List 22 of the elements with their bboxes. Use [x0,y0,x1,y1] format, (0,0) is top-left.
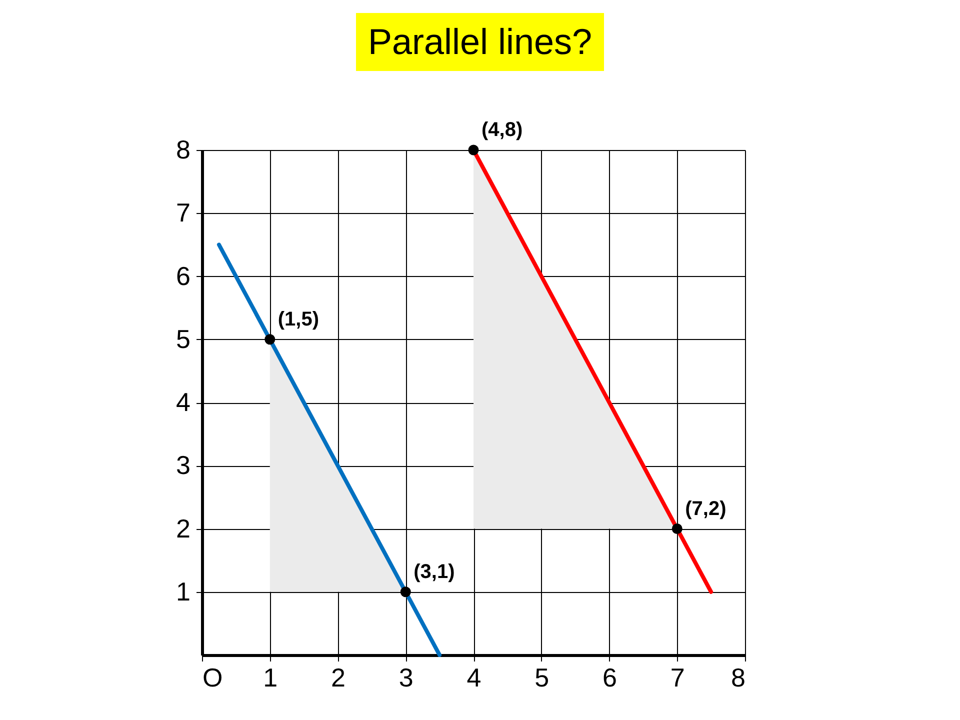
x-tick-label: 4 [466,662,482,692]
x-tick-label: 3 [398,662,414,692]
x-tick-label: 5 [534,662,550,692]
x-tick-label: O [202,662,223,692]
y-tick-label: 5 [176,324,190,354]
y-tick-label: 3 [176,450,190,480]
x-tick-label: 1 [263,662,278,692]
x-tick-label: 8 [731,662,746,692]
x-tick-label: 6 [602,662,617,692]
y-tick-label: 8 [176,134,190,164]
chart-title: Parallel lines? [356,13,604,71]
y-tick-label: 6 [176,260,190,291]
y-tick-label: 4 [176,387,190,417]
annotation: (7,2) [685,498,726,520]
x-tick-label: 7 [670,662,685,692]
y-tick-label: 1 [176,576,190,606]
x-tick-label: 2 [331,662,346,692]
annotation: (3,1) [414,560,455,583]
annotation: (4,8) [482,119,523,141]
annotation: (1,5) [278,308,319,330]
y-tick-label: 2 [176,513,190,544]
y-tick-label: 7 [176,198,190,228]
